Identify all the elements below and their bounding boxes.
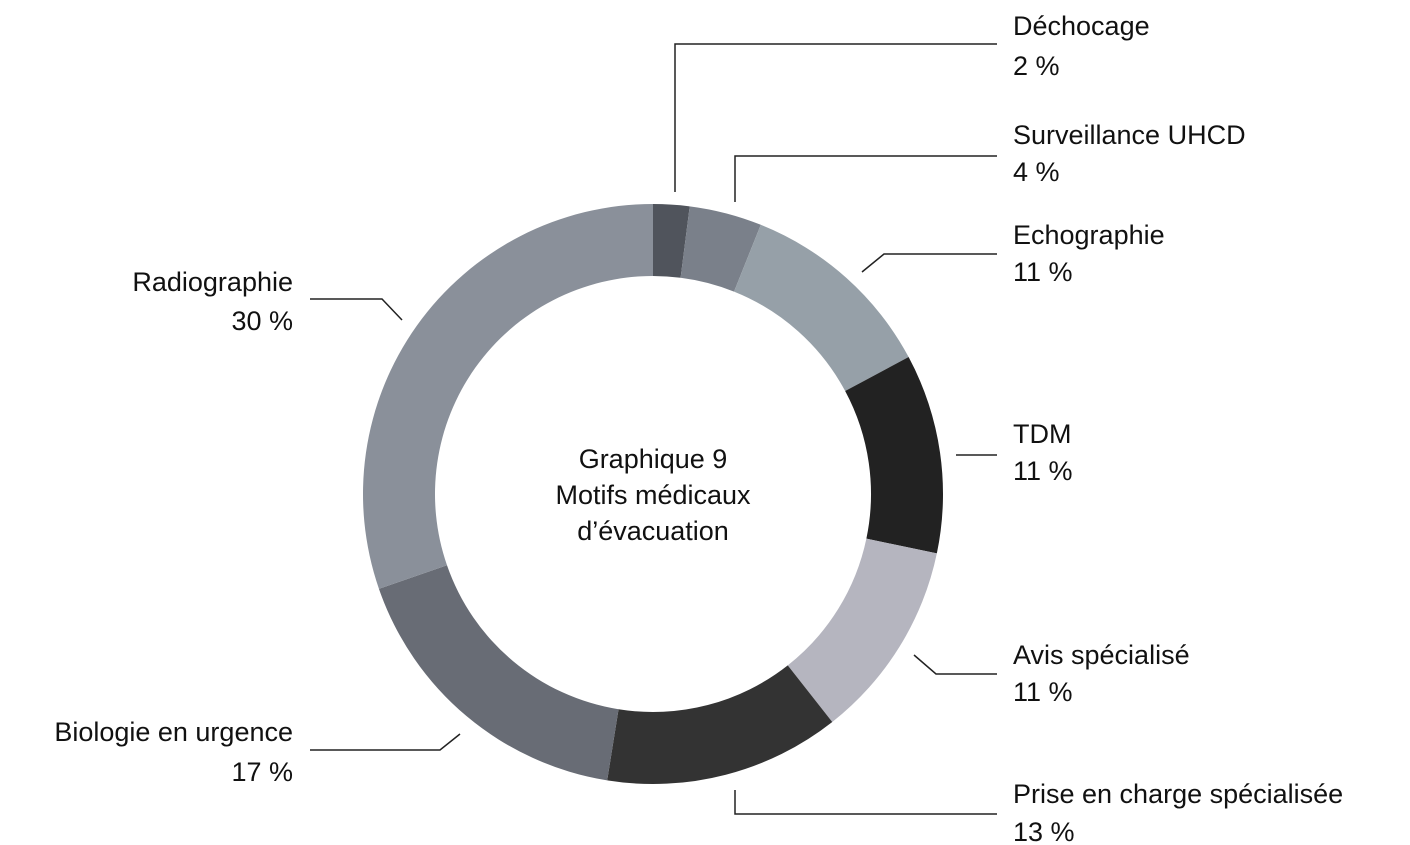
slice-label: Prise en charge spécialisée <box>1013 779 1343 809</box>
value-label: 11 % <box>1013 257 1073 287</box>
donut-slice <box>378 565 619 781</box>
slice-label: Echographie <box>1013 220 1165 250</box>
donut-slice <box>363 204 653 589</box>
donut-slice <box>653 204 690 278</box>
leader-line <box>861 253 997 273</box>
leader-line <box>913 654 997 675</box>
leader-line <box>734 155 997 202</box>
slice-label: Surveillance UHCD <box>1013 120 1246 150</box>
value-label: 30 % <box>231 306 293 336</box>
chart-title: Graphique 9 <box>579 444 728 474</box>
donut-slice <box>787 538 937 722</box>
value-label: 4 % <box>1013 157 1060 187</box>
value-label: 11 % <box>1013 677 1073 707</box>
leader-line <box>734 790 997 815</box>
value-label: 2 % <box>1013 51 1060 81</box>
value-label: 13 % <box>1013 817 1075 845</box>
leader-line <box>310 298 403 321</box>
leader-line <box>310 733 461 751</box>
slice-label: Déchocage <box>1013 11 1150 41</box>
slice-label: Radiographie <box>132 267 293 297</box>
slice-label: TDM <box>1013 419 1071 449</box>
value-label: 17 % <box>231 757 293 787</box>
donut-slice <box>607 665 833 784</box>
value-label: 11 % <box>1013 456 1073 486</box>
donut-slice <box>845 357 943 554</box>
donut-slice <box>680 206 761 292</box>
chart-title: Motifs médicaux <box>555 480 751 510</box>
leader-line <box>674 43 997 192</box>
slice-label: Avis spécialisé <box>1013 640 1190 670</box>
slice-label: Biologie en urgence <box>54 717 293 747</box>
donut-slice <box>734 224 909 392</box>
chart-title: d’évacuation <box>577 516 729 546</box>
